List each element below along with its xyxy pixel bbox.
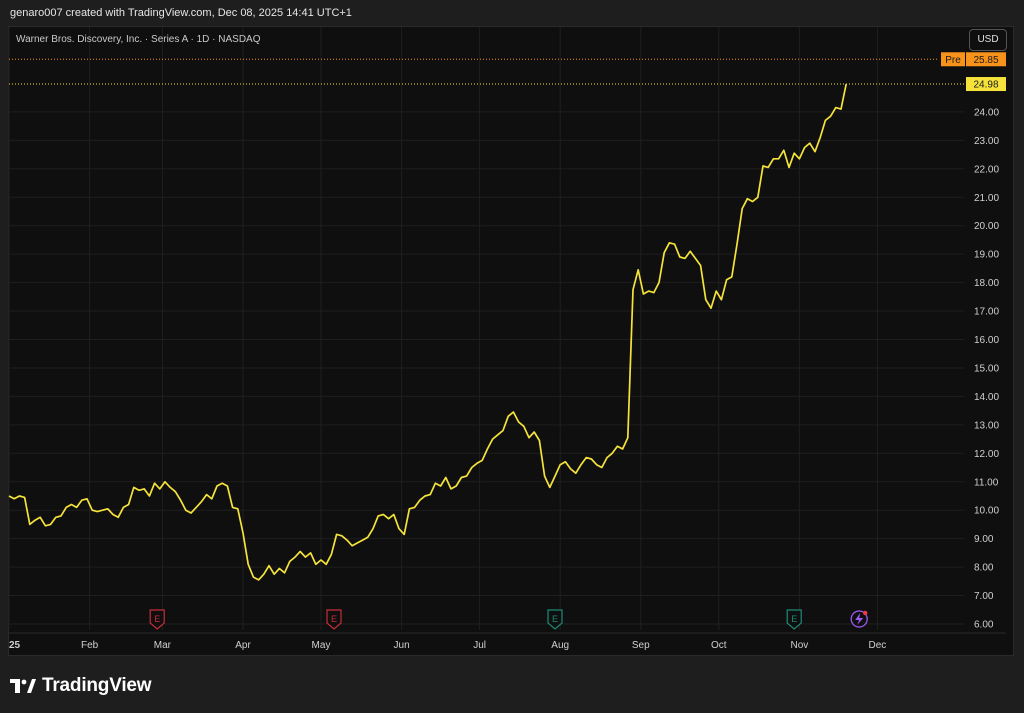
- x-tick-label: 25: [9, 640, 21, 651]
- tradingview-logo-icon: [10, 679, 36, 693]
- tradingview-wordmark: TradingView: [42, 675, 152, 696]
- last-price-value: 24.98: [973, 80, 998, 91]
- y-tick-label: 23.00: [974, 136, 999, 147]
- last-price-tag: [966, 77, 1006, 92]
- currency-button[interactable]: USD: [969, 29, 1007, 51]
- chart-attribution: genaro007 created with TradingView.com, …: [10, 7, 352, 19]
- earnings-marker[interactable]: [547, 609, 563, 630]
- x-tick-label: Jun: [394, 640, 410, 651]
- y-tick-label: 9.00: [974, 534, 994, 545]
- x-tick-label: Nov: [791, 640, 809, 651]
- y-tick-label: 6.00: [974, 620, 994, 631]
- y-tick-label: 12.00: [974, 449, 999, 460]
- earnings-marker-label: E: [791, 614, 797, 624]
- earnings-marker[interactable]: [326, 609, 342, 630]
- y-tick-label: 15.00: [974, 363, 999, 374]
- x-tick-label: Oct: [711, 640, 727, 651]
- x-tick-label: Aug: [551, 640, 569, 651]
- earnings-marker-label: E: [552, 614, 558, 624]
- y-tick-label: 19.00: [974, 250, 999, 261]
- symbol-title[interactable]: Warner Bros. Discovery, Inc. · Series A …: [16, 34, 261, 45]
- earnings-marker-label: E: [154, 614, 160, 624]
- y-tick-label: 8.00: [974, 563, 994, 574]
- y-tick-label: 18.00: [974, 278, 999, 289]
- pre-price-value: 25.85: [973, 55, 998, 66]
- earnings-marker-label: E: [331, 614, 337, 624]
- y-tick-label: 21.00: [974, 193, 999, 204]
- y-tick-label: 17.00: [974, 307, 999, 318]
- earnings-marker[interactable]: [149, 609, 165, 630]
- y-tick-label: 14.00: [974, 392, 999, 403]
- y-tick-label: 11.00: [974, 477, 999, 488]
- tradingview-logo[interactable]: TradingView: [10, 674, 152, 698]
- pre-label-text: Pre: [945, 55, 961, 66]
- x-tick-label: Apr: [235, 640, 251, 651]
- earnings-marker[interactable]: [786, 609, 802, 630]
- chart-panel[interactable]: [8, 26, 1014, 656]
- x-tick-label: Jul: [473, 640, 486, 651]
- y-tick-label: 16.00: [974, 335, 999, 346]
- x-tick-label: Mar: [154, 640, 172, 651]
- event-badge-dot: [863, 610, 868, 616]
- pre-label-tag: [941, 52, 965, 67]
- price-series-line[interactable]: [8, 83, 848, 581]
- pre-price-tag: [966, 52, 1006, 67]
- x-tick-label: Dec: [869, 640, 887, 651]
- y-tick-label: 22.00: [974, 164, 999, 175]
- y-tick-label: 20.00: [974, 221, 999, 232]
- x-tick-label: Sep: [632, 640, 650, 651]
- y-tick-label: 13.00: [974, 420, 999, 431]
- x-tick-label: May: [312, 640, 331, 651]
- lightning-bolt: [855, 613, 864, 625]
- y-tick-label: 10.00: [974, 506, 999, 517]
- x-tick-label: Feb: [81, 640, 99, 651]
- y-tick-label: 7.00: [974, 591, 994, 602]
- y-tick-label: 24.00: [974, 107, 999, 118]
